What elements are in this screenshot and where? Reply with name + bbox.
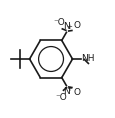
Text: O: O bbox=[73, 88, 80, 97]
Text: N: N bbox=[63, 86, 70, 96]
Text: +: + bbox=[66, 24, 71, 30]
Text: ⁻O: ⁻O bbox=[55, 93, 67, 102]
Text: N: N bbox=[63, 22, 70, 32]
Text: ⁻O: ⁻O bbox=[53, 18, 65, 27]
Text: O: O bbox=[73, 21, 80, 30]
Text: NH: NH bbox=[81, 54, 94, 63]
Text: +: + bbox=[66, 86, 71, 92]
